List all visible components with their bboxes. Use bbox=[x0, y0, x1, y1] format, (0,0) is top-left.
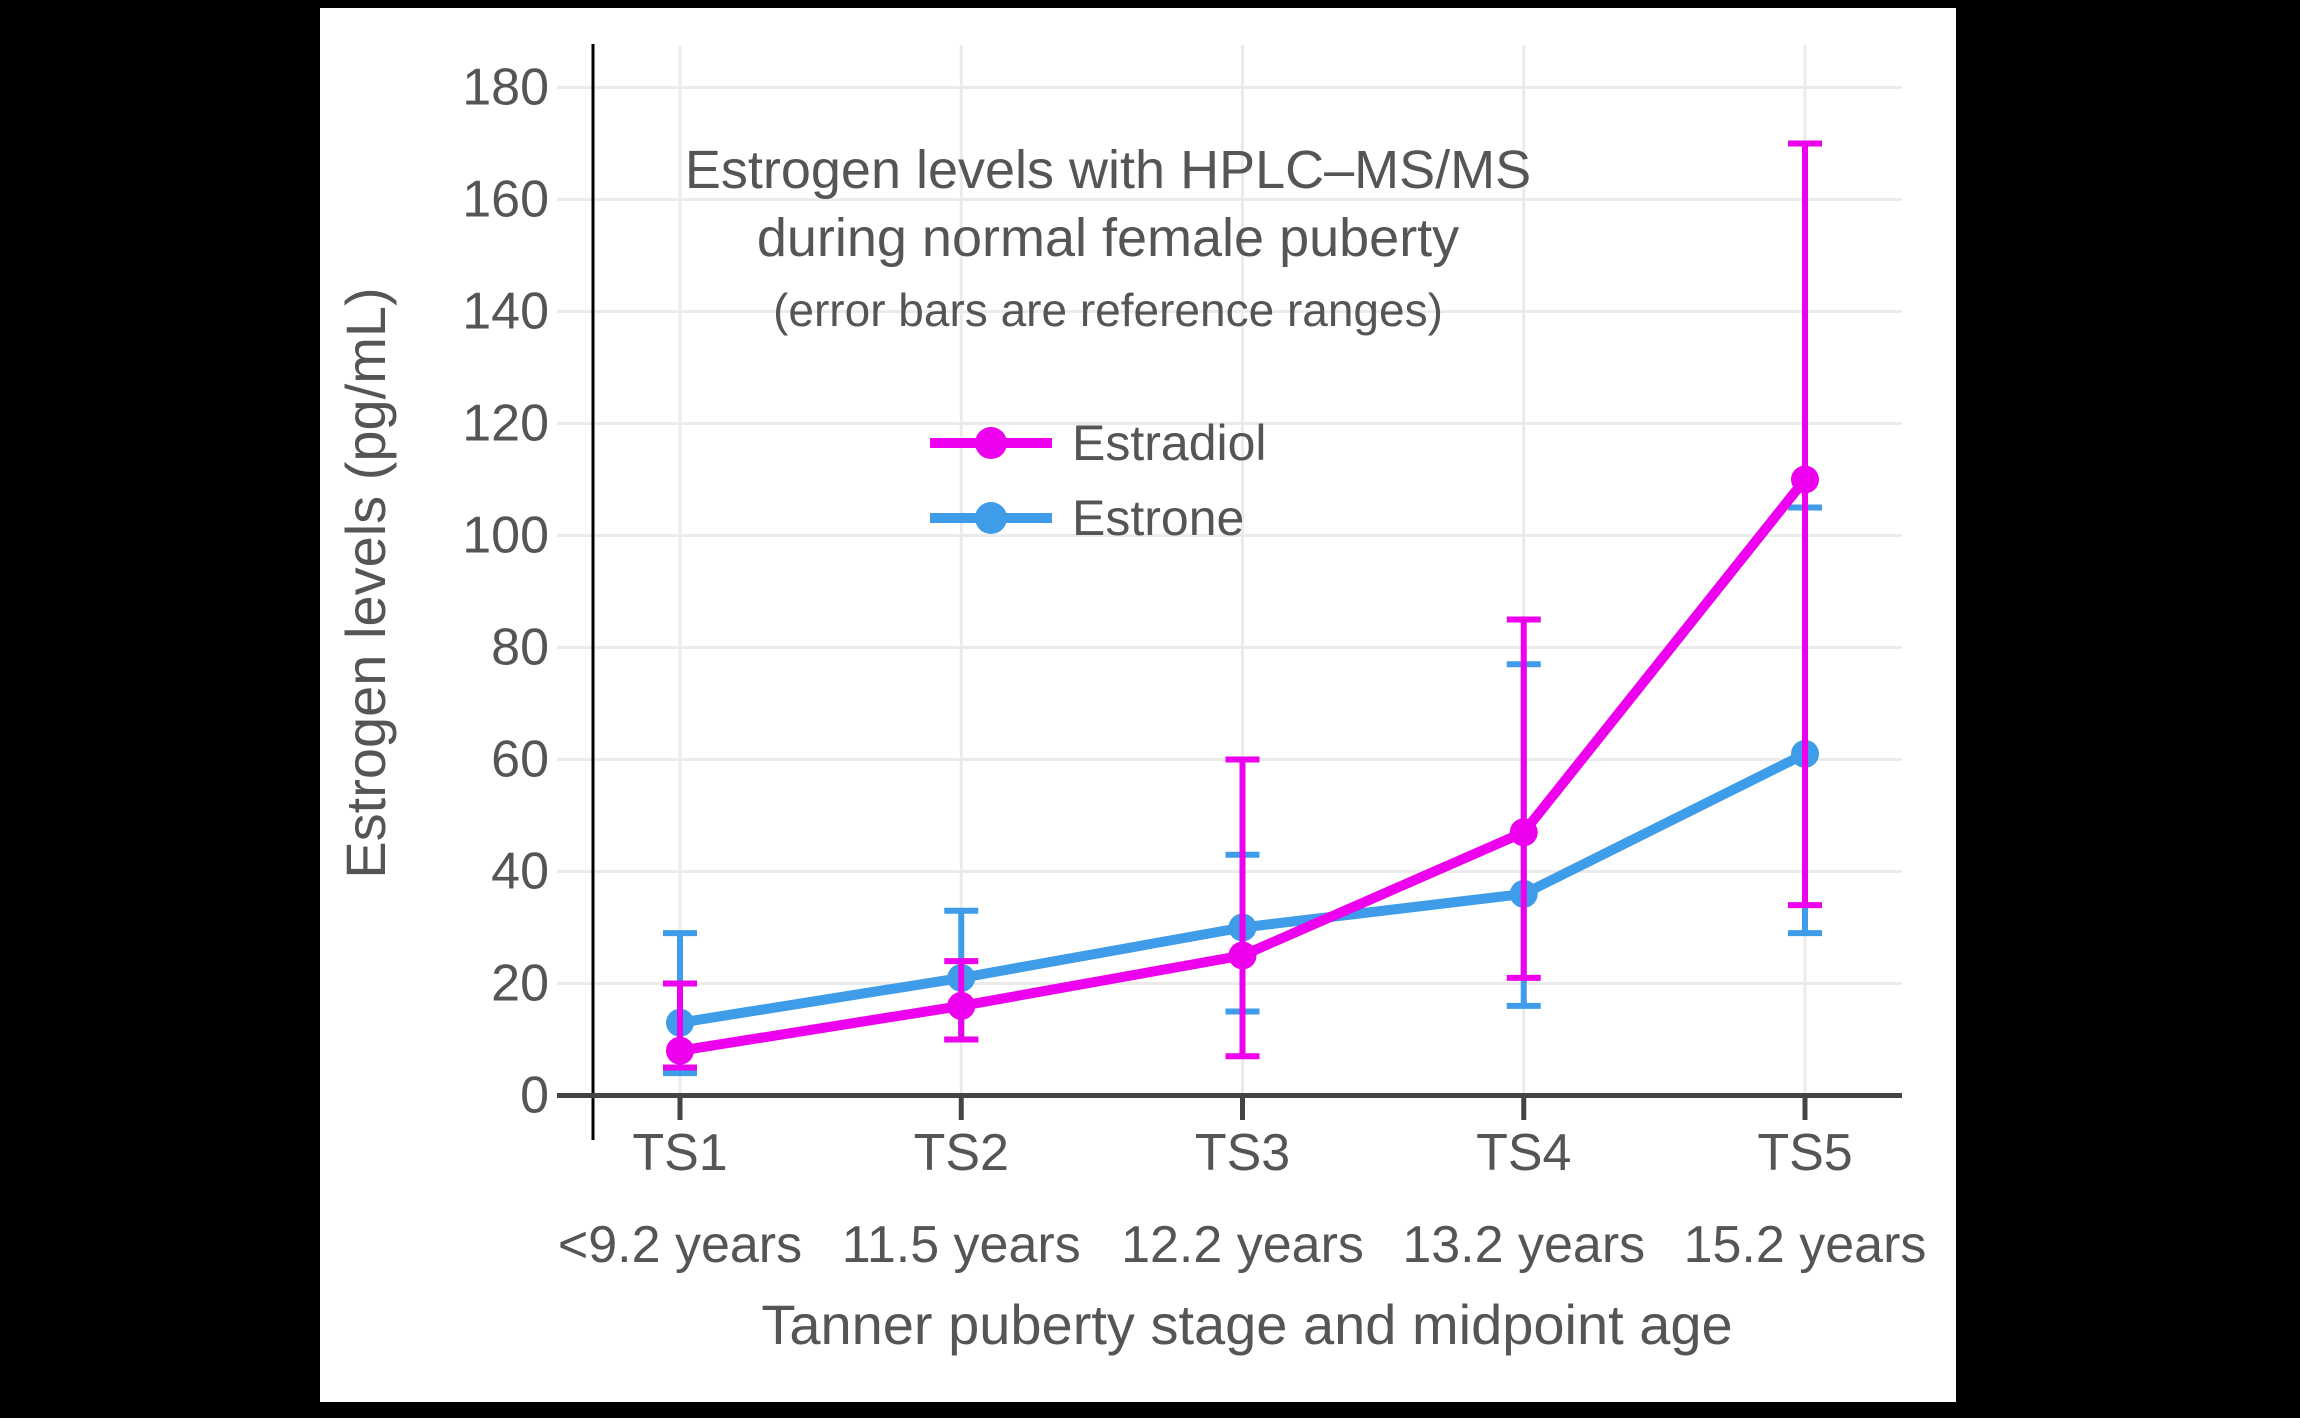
legend-marker-estradiol bbox=[975, 427, 1007, 459]
y-tick-label-0: 0 bbox=[520, 1067, 549, 1125]
error-bar-estradiol-TS5 bbox=[1788, 140, 1822, 909]
chart-subtitle: (error bars are reference ranges) bbox=[773, 284, 1443, 336]
x-stage-label-TS2: TS2 bbox=[914, 1124, 1009, 1182]
y-tick-label-140: 140 bbox=[462, 283, 549, 341]
legend-label-estradiol: Estradiol bbox=[1072, 415, 1267, 471]
series-estradiol bbox=[663, 140, 1822, 1071]
chart-title-line1: Estrogen levels with HPLC–MS/MS bbox=[685, 140, 1531, 200]
y-tick-label-100: 100 bbox=[462, 507, 549, 565]
x-age-label-TS1: <9.2 years bbox=[558, 1216, 802, 1274]
y-tick-label-80: 80 bbox=[491, 619, 549, 677]
error-bar-estradiol-TS4 bbox=[1506, 616, 1541, 981]
y-tick-label-20: 20 bbox=[491, 955, 549, 1013]
legend-marker-estrone bbox=[975, 502, 1007, 534]
axis-ticks bbox=[677, 1097, 1808, 1120]
data-point-estradiol-TS4 bbox=[1509, 818, 1538, 847]
legend-label-estrone: Estrone bbox=[1072, 490, 1244, 546]
data-point-estradiol-TS5 bbox=[1791, 465, 1819, 494]
x-age-label-TS4: 13.2 years bbox=[1402, 1216, 1645, 1274]
x-stage-label-TS1: TS1 bbox=[632, 1124, 727, 1182]
x-age-label-TS2: 11.5 years bbox=[842, 1216, 1081, 1274]
data-point-estradiol-TS3 bbox=[1228, 941, 1257, 970]
data-point-estradiol-TS1 bbox=[666, 1036, 694, 1065]
error-bar-estradiol-TS3 bbox=[1225, 756, 1260, 1060]
x-stage-label-TS3: TS3 bbox=[1195, 1124, 1290, 1182]
y-tick-label-160: 160 bbox=[462, 171, 549, 229]
x-age-label-TS3: 12.2 years bbox=[1121, 1216, 1364, 1274]
y-tick-label-40: 40 bbox=[491, 843, 549, 901]
legend: Estradiol Estrone bbox=[930, 415, 1267, 546]
y-axis-title: Estrogen levels (pg/mL) bbox=[334, 287, 397, 878]
y-tick-label-60: 60 bbox=[491, 731, 549, 789]
legend-item-estrone[interactable]: Estrone bbox=[930, 490, 1244, 546]
data-series bbox=[663, 140, 1822, 1077]
legend-item-estradiol[interactable]: Estradiol bbox=[930, 415, 1267, 471]
axis-tick-labels: 0 20 40 60 80 100 120 140 160 180 TS1 <9.2 years TS2… bbox=[462, 59, 1926, 1275]
x-stage-label-TS5: TS5 bbox=[1757, 1124, 1852, 1182]
x-axis-title: Tanner puberty stage and midpoint age bbox=[761, 1293, 1732, 1356]
chart-title-line2: during normal female puberty bbox=[757, 208, 1459, 268]
data-point-estradiol-TS2 bbox=[947, 991, 976, 1020]
gridlines bbox=[557, 45, 1902, 1094]
x-stage-label-TS4: TS4 bbox=[1476, 1124, 1571, 1182]
y-tick-label-180: 180 bbox=[462, 59, 549, 117]
x-age-label-TS5: 15.2 years bbox=[1684, 1216, 1927, 1274]
y-tick-label-120: 120 bbox=[462, 395, 549, 453]
